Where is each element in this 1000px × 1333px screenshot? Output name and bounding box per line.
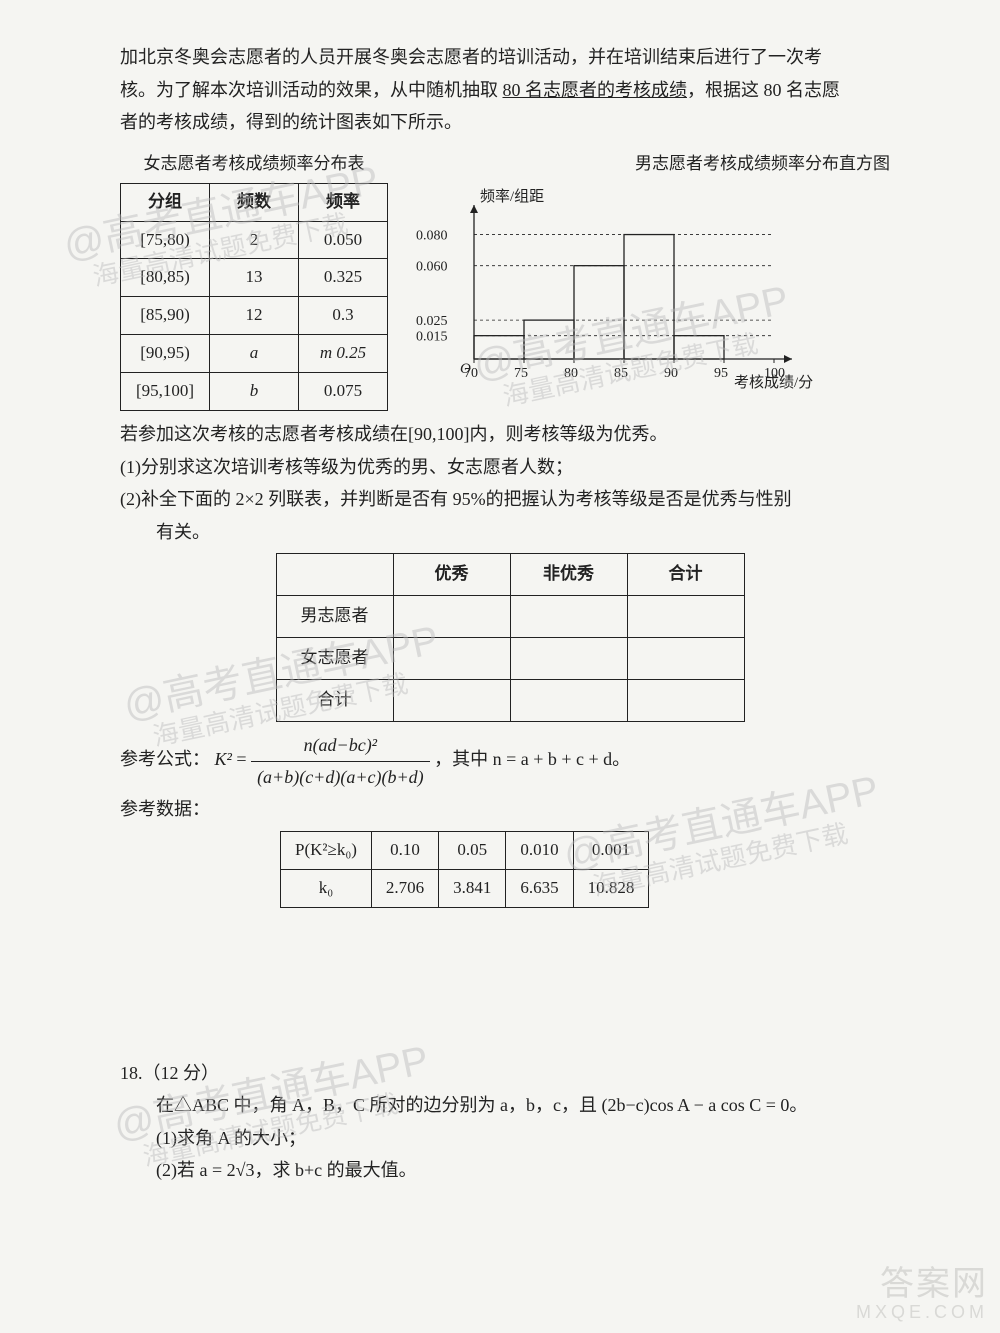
male-histogram: 频率/组距考核成绩/分O7075808590951000.0150.0250.0… xyxy=(408,183,828,393)
q1-text: (1)分别求这次培训考核等级为优秀的男、女志愿者人数； xyxy=(120,452,573,483)
cell-freq: 0.075 xyxy=(299,373,388,411)
ct-row-male: 男志愿者 xyxy=(276,596,393,638)
histogram-wrap: 男志愿者考核成绩频率分布直方图 频率/组距考核成绩/分O707580859095… xyxy=(408,144,900,402)
condition-line: 若参加这次考核的志愿者考核成绩在[90,100]内，则考核等级为优秀。 xyxy=(120,419,900,450)
col-count: 频数 xyxy=(210,183,299,221)
formula-label: 参考公式： xyxy=(120,749,210,769)
cell-freq: 0.050 xyxy=(299,221,388,259)
corner-watermark: 答案网 MXQE.COM xyxy=(856,1266,988,1323)
cell-group: [80,85) xyxy=(121,259,210,297)
question-2a: (2)补全下面的 2×2 列联表，并判断是否有 95%的把握认为考核等级是否是优… xyxy=(120,484,900,515)
cell-freq: m 0.25 xyxy=(299,335,388,373)
intro-line-2a: 核。为了解本次培训活动的效果，从中随机抽取 xyxy=(120,80,503,100)
table-row: 合计 xyxy=(276,680,744,722)
table-row: [95,100] b 0.075 xyxy=(121,373,388,411)
ct-col-no: 非优秀 xyxy=(510,554,627,596)
table-row: [85,90) 12 0.3 xyxy=(121,297,388,335)
ct-blank xyxy=(276,554,393,596)
svg-text:0.015: 0.015 xyxy=(416,329,448,344)
svg-text:0.060: 0.060 xyxy=(416,259,448,274)
col-group: 分组 xyxy=(121,183,210,221)
svg-text:频率/组距: 频率/组距 xyxy=(480,188,544,205)
ref-row-3: 6.635 xyxy=(506,869,573,907)
question-1: (1)分别求这次培训考核等级为优秀的男、女志愿者人数； xyxy=(120,452,900,483)
ref-head-1: 0.10 xyxy=(371,831,438,869)
svg-text:85: 85 xyxy=(614,366,628,381)
ref-row-2: 3.841 xyxy=(439,869,506,907)
corner-line-2: MXQE.COM xyxy=(856,1303,988,1323)
female-frequency-table: 分组 频数 频率 [75,80) 2 0.050 [80,85) 13 0.32… xyxy=(120,183,388,411)
cell-count: b xyxy=(210,373,299,411)
cell-group: [75,80) xyxy=(121,221,210,259)
cell-count: 13 xyxy=(210,259,299,297)
intro-line-2: 核。为了解本次培训活动的效果，从中随机抽取 80 名志愿者的考核成绩，根据这 8… xyxy=(120,75,900,106)
q18-line-1: 在△ABC 中，角 A，B，C 所对的边分别为 a，b，c，且 (2b−c)co… xyxy=(120,1090,900,1121)
intro-line-2-underline: 80 名志愿者的考核成绩 xyxy=(503,80,688,100)
ct-col-yes: 优秀 xyxy=(393,554,510,596)
female-table-title: 女志愿者考核成绩频率分布表 xyxy=(120,150,388,179)
cell-count: 2 xyxy=(210,221,299,259)
condition-text: 若参加这次考核的志愿者考核成绩在[90,100]内，则考核等级为优秀。 xyxy=(120,424,668,444)
table-row: [80,85) 13 0.325 xyxy=(121,259,388,297)
q18-line-2: (1)求角 A 的大小； xyxy=(120,1123,900,1154)
intro-line-2b: ，根据这 80 名志愿 xyxy=(687,80,840,100)
cell-count: a xyxy=(210,335,299,373)
cell-count: 12 xyxy=(210,297,299,335)
reference-table: P(K²≥k₀) 0.10 0.05 0.010 0.001 k₀ 2.706 … xyxy=(280,831,649,908)
reference-label: 参考数据： xyxy=(120,794,900,825)
svg-text:75: 75 xyxy=(514,366,528,381)
formula-line: 参考公式： K² = n(ad−bc)² (a+b)(c+d)(a+c)(b+d… xyxy=(120,730,900,792)
ref-head-3: 0.010 xyxy=(506,831,573,869)
ref-head-0: P(K²≥k₀) xyxy=(281,831,372,869)
ref-row-1: 2.706 xyxy=(371,869,438,907)
table-row: [75,80) 2 0.050 xyxy=(121,221,388,259)
svg-text:0.080: 0.080 xyxy=(416,228,448,243)
intro-line-1: 加北京冬奥会志愿者的人员开展冬奥会志愿者的培训活动，并在培训结束后进行了一次考 xyxy=(120,42,900,73)
histogram-title: 男志愿者考核成绩频率分布直方图 xyxy=(408,150,900,179)
cell-group: [90,95) xyxy=(121,335,210,373)
table-row: [90,95) a m 0.25 xyxy=(121,335,388,373)
table-row: 男志愿者 xyxy=(276,596,744,638)
cell-freq: 0.3 xyxy=(299,297,388,335)
svg-text:0.025: 0.025 xyxy=(416,314,448,329)
cell-group: [85,90) xyxy=(121,297,210,335)
question-2b: 有关。 xyxy=(120,517,900,548)
svg-text:95: 95 xyxy=(714,366,728,381)
cell-group: [95,100] xyxy=(121,373,210,411)
svg-text:80: 80 xyxy=(564,366,578,381)
svg-text:70: 70 xyxy=(464,366,478,381)
formula-tail: ，其中 n = a + b + c + d。 xyxy=(434,749,630,769)
ref-row-0: k₀ xyxy=(281,869,372,907)
contingency-table: 优秀 非优秀 合计 男志愿者 女志愿者 合计 xyxy=(276,553,745,722)
q18-line-3: (2)若 a = 2√3，求 b+c 的最大值。 xyxy=(120,1155,900,1186)
ref-head-4: 0.001 xyxy=(573,831,649,869)
table-row: 女志愿者 xyxy=(276,638,744,680)
ref-head-2: 0.05 xyxy=(439,831,506,869)
formula-numerator: n(ad−bc)² xyxy=(251,730,430,762)
ct-col-sum: 合计 xyxy=(627,554,744,596)
formula-eq: = xyxy=(236,749,251,769)
col-frequency: 频率 xyxy=(299,183,388,221)
svg-text:100: 100 xyxy=(764,366,785,381)
cell-freq: 0.325 xyxy=(299,259,388,297)
ref-row-4: 10.828 xyxy=(573,869,649,907)
corner-line-1: 答案网 xyxy=(856,1266,988,1303)
female-table-wrap: 女志愿者考核成绩频率分布表 分组 频数 频率 [75,80) 2 0.050 [… xyxy=(120,144,388,411)
formula-denominator: (a+b)(c+d)(a+c)(b+d) xyxy=(251,762,430,793)
svg-text:90: 90 xyxy=(664,366,678,381)
formula-k2: K² xyxy=(215,749,232,769)
ct-row-female: 女志愿者 xyxy=(276,638,393,680)
q18-head: 18.（12 分） xyxy=(120,1058,900,1089)
intro-line-3: 者的考核成绩，得到的统计图表如下所示。 xyxy=(120,107,900,138)
ct-row-total: 合计 xyxy=(276,680,393,722)
